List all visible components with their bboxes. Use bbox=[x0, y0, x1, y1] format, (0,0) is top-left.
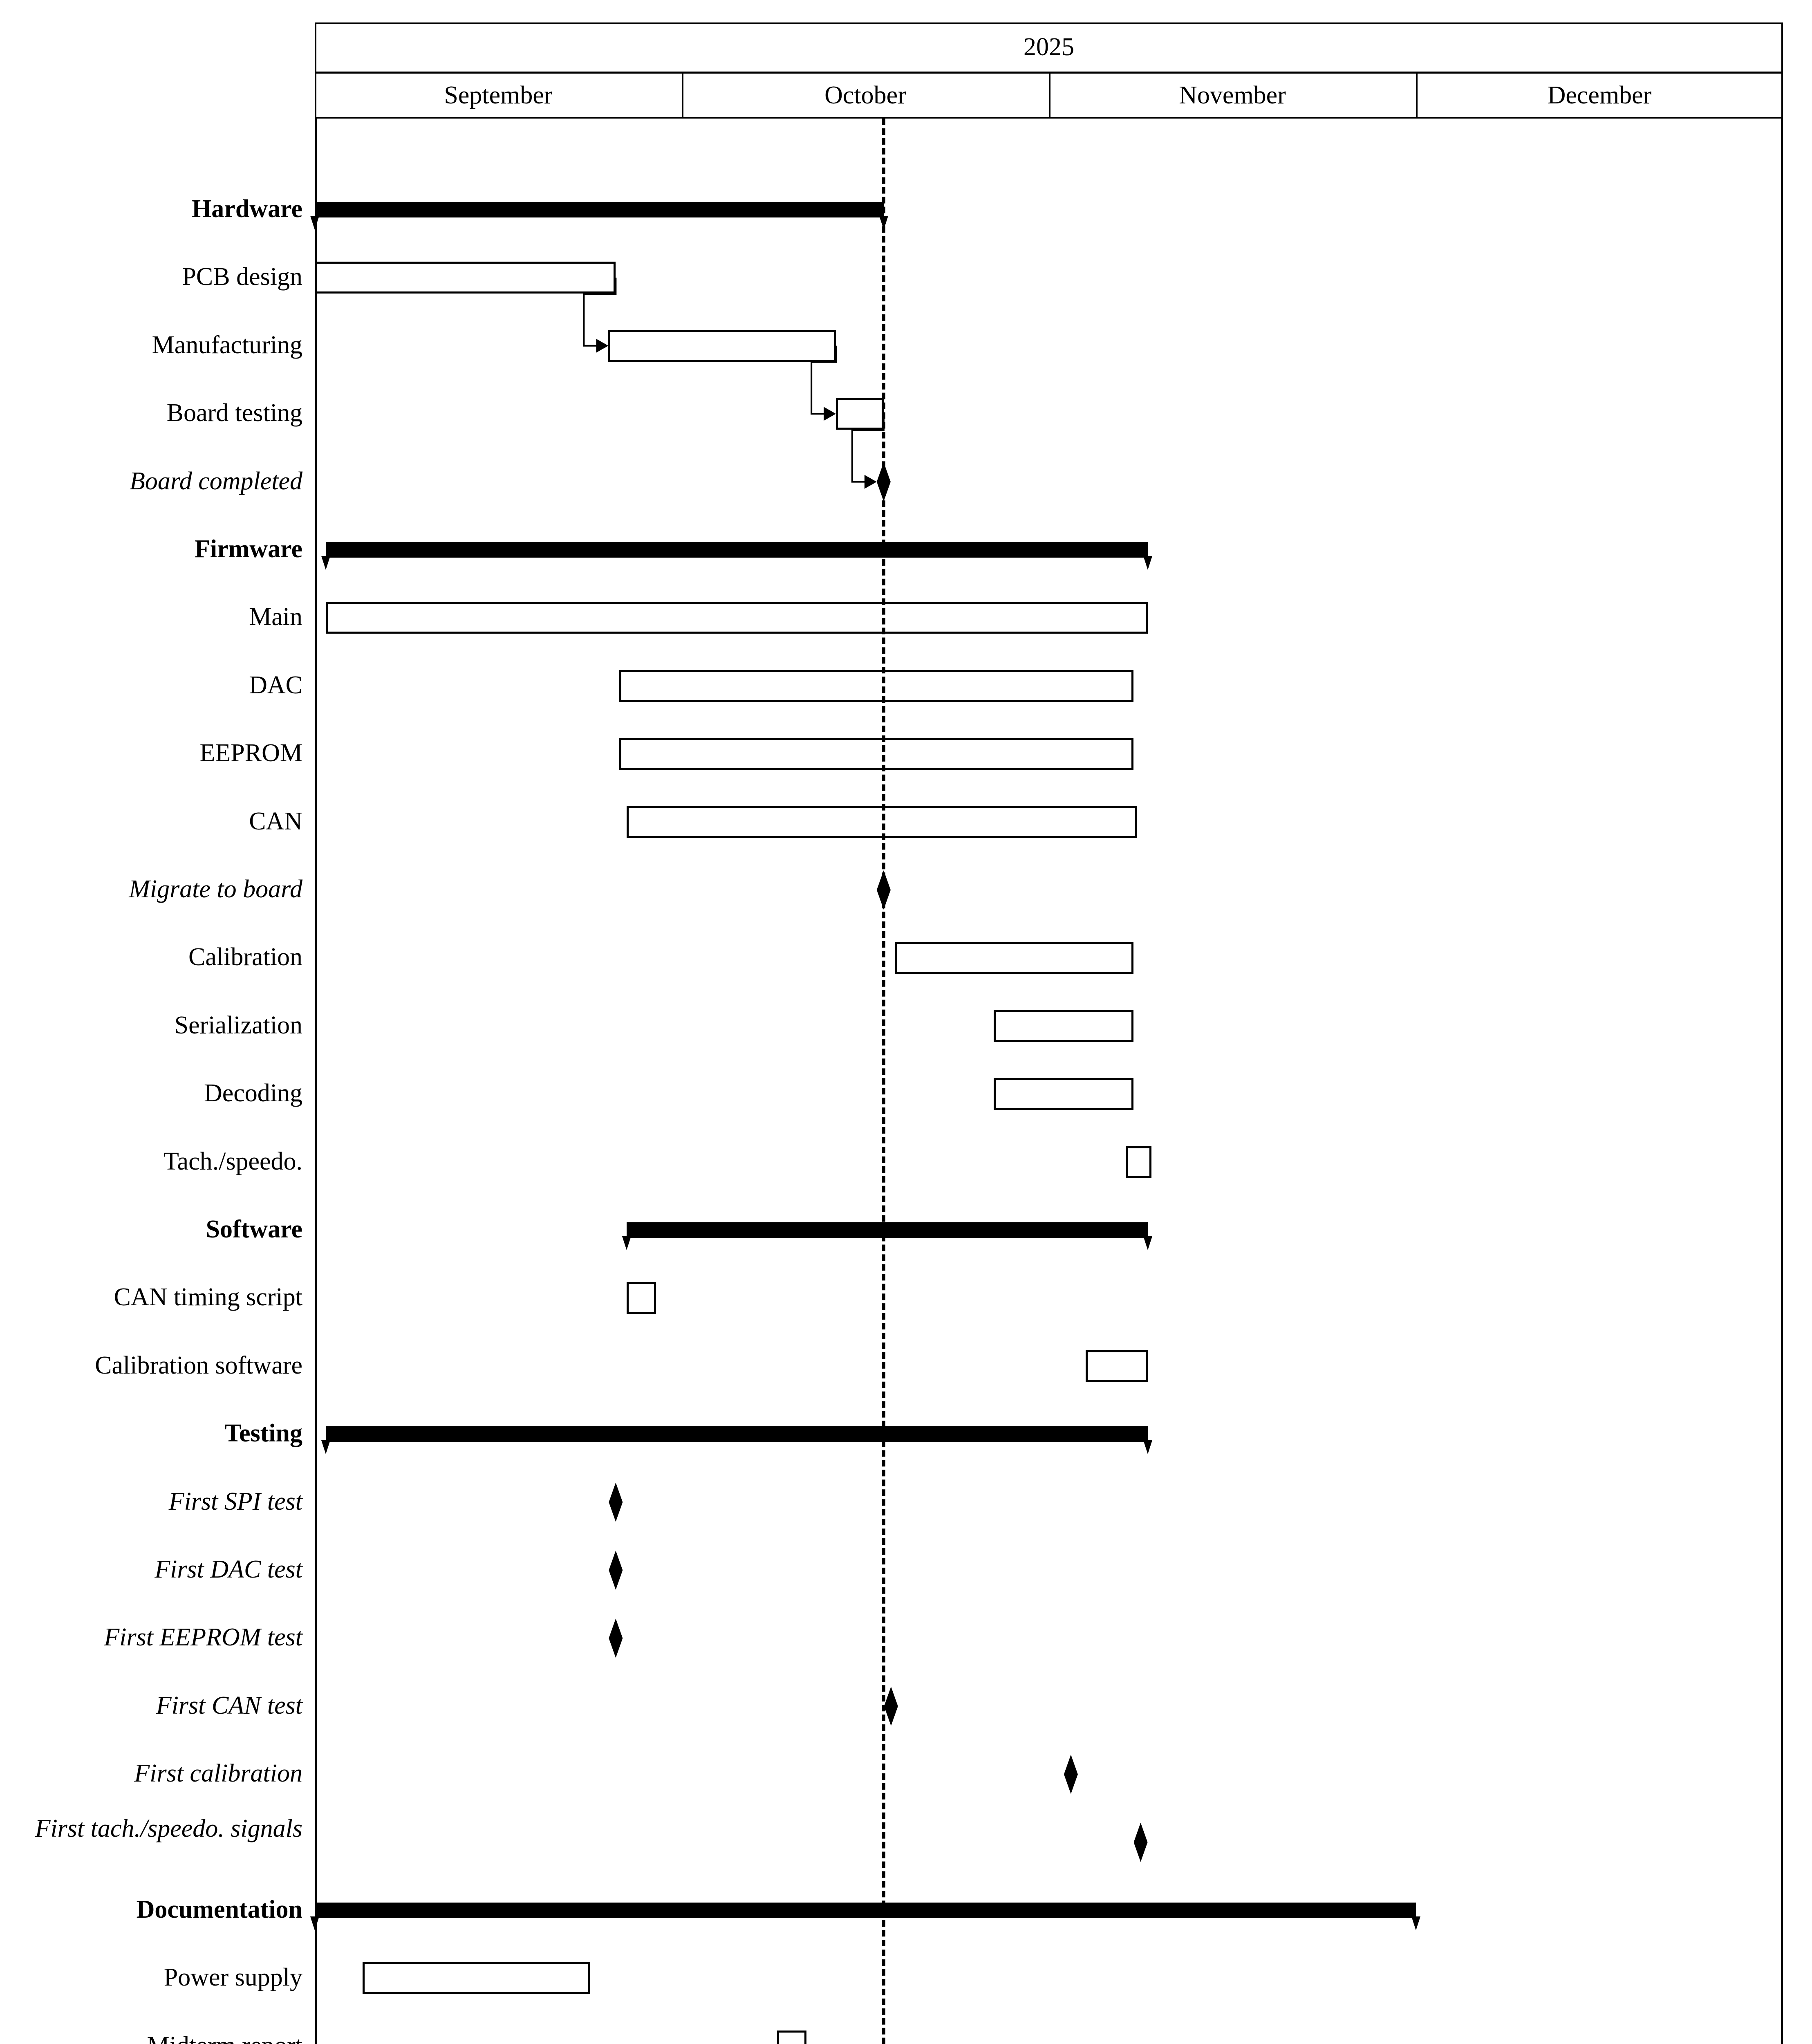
row-label-first-can-test: First CAN test bbox=[156, 1691, 302, 1719]
row-label-can-timing-script: CAN timing script bbox=[114, 1283, 302, 1311]
row-label-tach-speedo: Tach./speedo. bbox=[164, 1147, 302, 1175]
task-bar-manufacturing[interactable] bbox=[608, 329, 836, 362]
timeline-year-label: 2025 bbox=[1024, 33, 1074, 61]
task-bar-serialization[interactable] bbox=[994, 1010, 1133, 1042]
row-label-eeprom: EEPROM bbox=[199, 739, 302, 767]
group-bar-cap-end-documentation bbox=[1411, 1916, 1420, 1930]
row-label-first-calibration: First calibration bbox=[134, 1759, 302, 1788]
task-bar-pcb-design[interactable] bbox=[315, 262, 616, 294]
task-bar-board-testing[interactable] bbox=[836, 398, 884, 430]
row-label-migrate-to-board: Migrate to board bbox=[129, 875, 302, 903]
row-label-decoding: Decoding bbox=[204, 1079, 302, 1107]
row-label-first-dac-test: First DAC test bbox=[155, 1555, 302, 1583]
row-label-first-eeprom-test: First EEPROM test bbox=[104, 1623, 302, 1652]
group-bar-cap-start-documentation bbox=[310, 1916, 319, 1930]
task-bar-power-supply[interactable] bbox=[362, 1962, 590, 1995]
group-bar-firmware[interactable] bbox=[325, 542, 1148, 558]
task-bar-main[interactable] bbox=[325, 602, 1148, 634]
task-bar-calibration[interactable] bbox=[894, 942, 1133, 974]
row-label-first-spi-test: First SPI test bbox=[168, 1487, 302, 1515]
chart-plot-frame bbox=[315, 119, 1783, 2044]
row-label-main: Main bbox=[249, 603, 302, 631]
group-bar-documentation[interactable] bbox=[315, 1903, 1416, 1918]
row-label-firmware: Firmware bbox=[195, 535, 302, 563]
row-label-dac: DAC bbox=[249, 671, 302, 699]
row-label-board-completed: Board completed bbox=[130, 467, 302, 495]
row-label-calibration: Calibration bbox=[188, 943, 302, 971]
group-bar-cap-start-hardware bbox=[310, 216, 319, 230]
task-bar-tach-speedo[interactable] bbox=[1126, 1146, 1152, 1178]
row-label-board-testing: Board testing bbox=[166, 399, 302, 427]
row-label-pcb-design: PCB design bbox=[182, 263, 302, 291]
group-bar-cap-start-software bbox=[622, 1236, 632, 1250]
month-divider bbox=[682, 72, 683, 119]
group-bar-cap-end-firmware bbox=[1143, 556, 1153, 570]
row-label-serialization: Serialization bbox=[174, 1011, 302, 1039]
row-label-manufacturing: Manufacturing bbox=[152, 331, 302, 359]
today-marker-line bbox=[882, 119, 885, 2044]
month-header-september: September bbox=[444, 81, 553, 109]
task-bar-dac[interactable] bbox=[619, 670, 1133, 702]
row-label-midterm-report: Midterm report bbox=[16, 2032, 302, 2044]
task-bar-eeprom[interactable] bbox=[619, 738, 1133, 770]
group-bar-cap-start-testing bbox=[321, 1440, 330, 1455]
row-label-software: Software bbox=[206, 1215, 302, 1243]
group-bar-cap-end-software bbox=[1143, 1236, 1153, 1250]
group-bar-cap-start-firmware bbox=[321, 556, 330, 570]
task-bar-decoding[interactable] bbox=[994, 1078, 1133, 1110]
month-header-december: December bbox=[1547, 81, 1652, 109]
row-label-documentation: Documentation bbox=[136, 1896, 302, 1923]
row-label-can: CAN bbox=[249, 807, 302, 835]
row-label-first-tach-speedo-signals: First tach./speedo. signals bbox=[35, 1814, 302, 1842]
row-label-hardware: Hardware bbox=[192, 195, 302, 223]
group-bar-hardware[interactable] bbox=[315, 202, 884, 217]
task-bar-can-timing-script[interactable] bbox=[627, 1282, 656, 1314]
month-header-october: October bbox=[824, 81, 906, 109]
month-header-november: November bbox=[1179, 81, 1286, 109]
task-bar-midterm-report[interactable] bbox=[777, 2030, 807, 2044]
task-bar-can[interactable] bbox=[627, 806, 1137, 838]
row-label-testing: Testing bbox=[224, 1419, 302, 1448]
row-label-power-supply: Power supply bbox=[164, 1963, 302, 1992]
month-divider bbox=[1416, 72, 1418, 119]
task-bar-calibration-software[interactable] bbox=[1085, 1350, 1148, 1382]
group-bar-software[interactable] bbox=[627, 1222, 1148, 1238]
group-bar-testing[interactable] bbox=[325, 1426, 1148, 1442]
month-divider bbox=[1049, 72, 1050, 119]
group-bar-cap-end-testing bbox=[1143, 1440, 1153, 1455]
row-label-calibration-software: Calibration software bbox=[95, 1351, 302, 1379]
